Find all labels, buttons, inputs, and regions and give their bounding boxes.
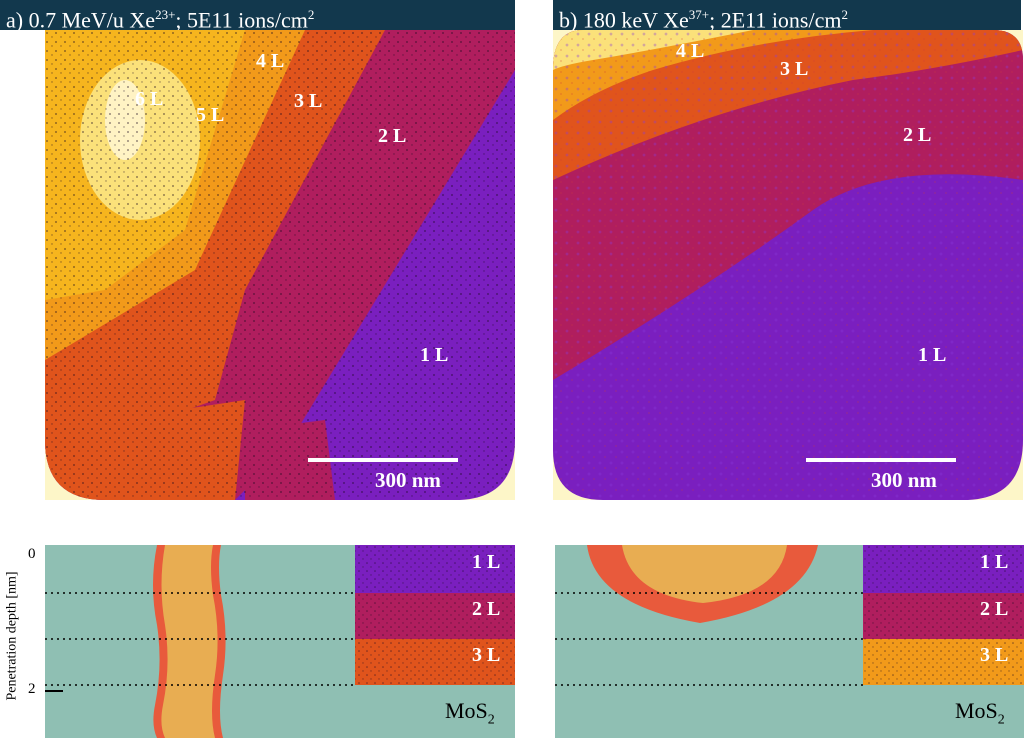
panel-a-label-6l: 6 L: [135, 88, 164, 110]
panel-b-header: b) 180 keV Xe37+; 2E11 ions/cm2: [553, 0, 1021, 33]
panel-b-title: b) 180 keV Xe: [559, 7, 689, 33]
schematic-a-material-sub: 2: [487, 712, 495, 728]
panel-a-title-rest: ; 5E11 ions/cm: [175, 7, 308, 33]
panel-a-afm-image: [45, 30, 515, 500]
panel-b-label-3l: 3 L: [780, 58, 809, 80]
schematic-b-material: MoS2: [955, 698, 1005, 728]
depth-tick-2: 2: [28, 681, 36, 697]
panel-b: b) 180 keV Xe37+; 2E11 ions/cm2 4 L 3 L: [553, 0, 1023, 500]
panel-a-title-sup: 23+: [155, 7, 176, 22]
schematic-a: 1 L 2 L 3 L MoS2: [45, 545, 515, 738]
panel-a-label-5l: 5 L: [196, 104, 225, 126]
panel-a-title-sup2: 2: [307, 7, 315, 22]
schematic-b-label-2l: 2 L: [980, 598, 1009, 620]
panel-a-scale-label: 300 nm: [375, 468, 441, 492]
schematic-a-label-2l: 2 L: [472, 598, 501, 620]
panel-a-label-1l: 1 L: [420, 344, 449, 366]
schematic-b-label-1l: 1 L: [980, 551, 1009, 573]
depth-tick-0: 0: [28, 546, 36, 562]
panel-b-afm-image: [553, 30, 1023, 500]
panel-a-title: a) 0.7 MeV/u Xe: [6, 7, 156, 33]
schematic-b-material-sub: 2: [997, 712, 1005, 728]
panel-b-label-1l: 1 L: [918, 344, 947, 366]
schematic-b-material-main: MoS: [955, 698, 998, 723]
schematic-a-material-main: MoS: [445, 698, 488, 723]
panel-a-label-2l: 2 L: [378, 125, 407, 147]
panel-a-scale-bar: [308, 458, 458, 462]
schematic-b-label-3l: 3 L: [980, 644, 1009, 666]
panel-b-title-sup2: 2: [841, 7, 848, 22]
panel-a-label-3l: 3 L: [294, 90, 323, 112]
panel-b-title-sup: 37+: [688, 7, 710, 22]
panel-b-label-2l: 2 L: [903, 124, 932, 146]
schematic-a-label-3l: 3 L: [472, 644, 501, 666]
panel-b-label-4l: 4 L: [676, 40, 705, 62]
panel-b-title-rest: ; 2E11 ions/cm: [709, 7, 842, 33]
schematic-a-label-1l: 1 L: [472, 551, 501, 573]
schematic-b: 1 L 2 L 3 L MoS2: [555, 545, 1024, 738]
depth-axis-label: Penetration depth [nm]: [4, 571, 20, 701]
panel-a: a) 0.7 MeV/u Xe23+; 5E11 ions/cm2: [0, 0, 515, 500]
panel-b-scale-bar: [806, 458, 956, 462]
panel-a-label-4l: 4 L: [256, 50, 285, 72]
schematic-a-material: MoS2: [445, 698, 495, 728]
panel-a-header: a) 0.7 MeV/u Xe23+; 5E11 ions/cm2: [0, 0, 515, 33]
panel-b-scale-label: 300 nm: [871, 468, 937, 492]
